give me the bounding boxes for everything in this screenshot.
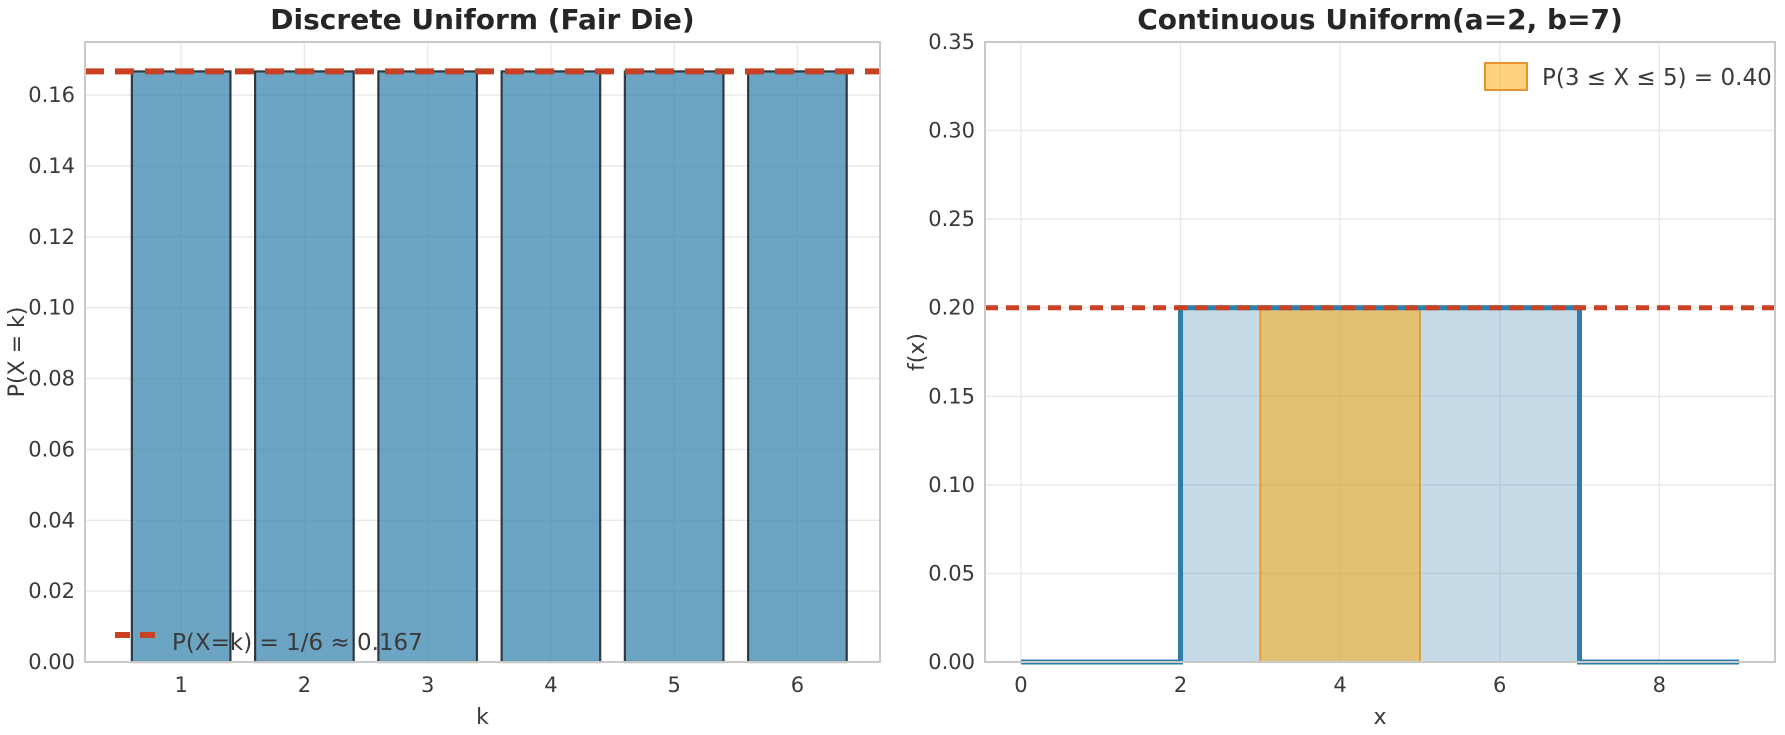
x-tick-label: 8 (1653, 673, 1666, 697)
y-tick-label: 0.16 (28, 83, 75, 107)
continuous-uniform-chart: 0 2 4 6 8 0.00 0.05 0.10 0.15 0.20 0.25 0.30 0.35 x f(… (900, 0, 1785, 735)
y-tick-label: 0.12 (28, 225, 75, 249)
y-tick-label: 0.20 (928, 296, 975, 320)
x-tick-label: 2 (298, 673, 311, 697)
x-tick-label: 6 (791, 673, 804, 697)
chart-title: Discrete Uniform (Fair Die) (270, 3, 694, 36)
y-tick-label: 0.02 (28, 579, 75, 603)
legend-label: P(X=k) = 1/6 ≈ 0.167 (172, 630, 423, 656)
y-tick-label: 0.00 (928, 650, 975, 674)
x-tick-label: 0 (1014, 673, 1027, 697)
x-tick-label: 4 (1333, 673, 1346, 697)
y-tick-label: 0.35 (928, 30, 975, 54)
x-axis-label: k (476, 705, 489, 730)
bar (500, 70, 602, 664)
bar (130, 70, 232, 664)
x-tick-label: 2 (1174, 673, 1187, 697)
bar (377, 70, 479, 664)
axes-spine (84, 41, 881, 663)
legend-swatch (1484, 62, 1528, 91)
y-tick-label: 0.15 (928, 384, 975, 408)
legend-label: P(3 ≤ X ≤ 5) = 0.40 (1542, 65, 1772, 91)
x-tick-label: 5 (667, 673, 680, 697)
probability-fill (1259, 306, 1421, 663)
y-tick-label: 0.14 (28, 154, 75, 178)
y-tick-label: 0.25 (928, 207, 975, 231)
legend: P(3 ≤ X ≤ 5) = 0.40 (1484, 62, 1772, 91)
y-tick-label: 0.06 (28, 437, 75, 461)
y-tick-label: 0.08 (28, 367, 75, 391)
y-tick-label: 0.04 (28, 508, 75, 532)
y-axis-label: f(x) (905, 333, 930, 371)
y-tick-label: 0.05 (928, 561, 975, 585)
bar (623, 70, 725, 664)
y-tick-label: 0.00 (28, 650, 75, 674)
y-axis-label: P(X = k) (5, 307, 30, 398)
y-tick-label: 0.10 (928, 473, 975, 497)
y-tick-label: 0.10 (28, 296, 75, 320)
x-axis-label: x (1373, 705, 1386, 730)
y-tick-label: 0.30 (928, 119, 975, 143)
x-tick-label: 1 (174, 673, 187, 697)
axes-spine (984, 41, 1776, 663)
discrete-uniform-chart: 1 2 3 4 5 6 0.00 0.02 0.04 0.06 0.08 0.10 0.12 0.14 0.… (5, 3, 881, 730)
bar (253, 70, 355, 664)
x-tick-label: 4 (544, 673, 557, 697)
chart-title: Continuous Uniform(a=2, b=7) (1137, 3, 1623, 36)
legend: P(X=k) = 1/6 ≈ 0.167 (115, 630, 423, 656)
x-tick-label: 6 (1493, 673, 1506, 697)
x-tick-label: 3 (421, 673, 434, 697)
bar (747, 70, 848, 664)
